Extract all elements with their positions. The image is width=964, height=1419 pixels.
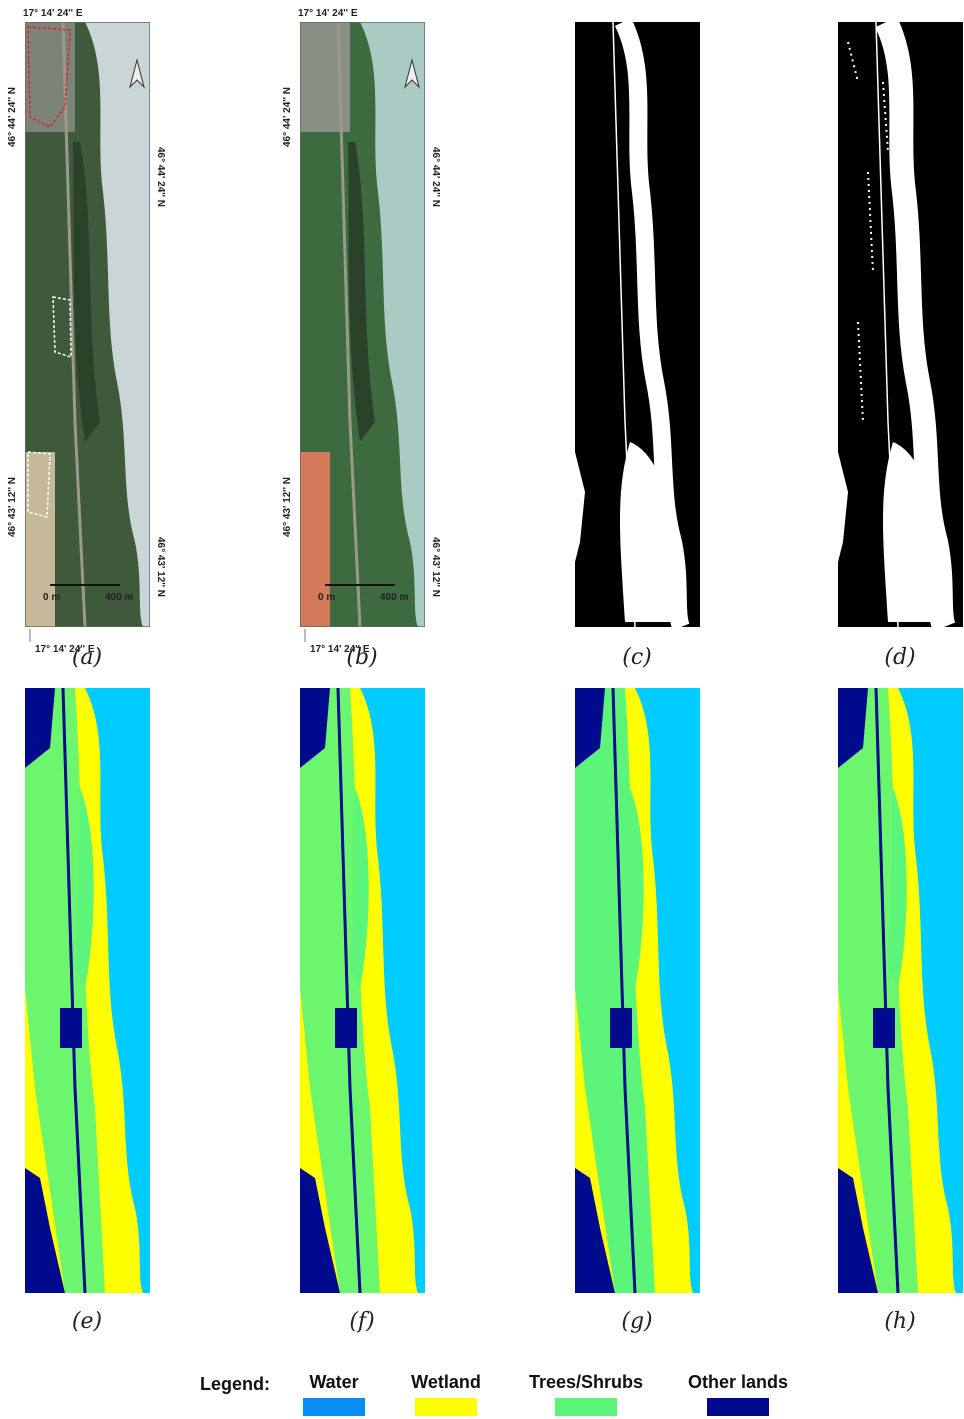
legend-label: Water — [309, 1372, 358, 1392]
map-image — [300, 688, 425, 1293]
scale-label: 400 m — [105, 592, 133, 603]
legend-label: Wetland — [411, 1372, 481, 1392]
map-panel — [575, 22, 700, 627]
class-other-patch — [60, 1008, 82, 1048]
map-image — [838, 688, 963, 1293]
map-panel — [25, 688, 150, 1293]
figure: (a)17° 14' 24'' E17° 14' 24'' E46° 44' 2… — [0, 0, 964, 1419]
coord-label: 17° 14' 24'' E — [35, 644, 95, 655]
scale-label: 400 m — [380, 592, 408, 603]
legend-swatch — [707, 1398, 769, 1416]
coord-label: 46° 43' 12'' N — [155, 537, 166, 597]
coord-label: 17° 14' 24'' E — [310, 644, 370, 655]
map-panel — [838, 22, 963, 627]
caption: (f) — [349, 1309, 374, 1334]
class-other-patch — [335, 1008, 357, 1048]
settlement — [25, 22, 75, 132]
map-panel — [300, 688, 425, 1293]
map-image — [838, 22, 963, 627]
map-image — [575, 22, 700, 627]
map-panel — [838, 688, 963, 1293]
legend-label: Other lands — [688, 1372, 788, 1392]
class-other-patch — [610, 1008, 632, 1048]
map-panel — [25, 22, 150, 627]
legend-label: Trees/Shrubs — [529, 1372, 643, 1392]
legend-swatch — [303, 1398, 365, 1416]
coord-label: 46° 44' 24'' N — [155, 147, 166, 207]
coord-label: 17° 14' 24'' E — [23, 8, 83, 19]
coord-label: 46° 43' 12'' N — [7, 477, 18, 537]
caption: (e) — [72, 1309, 102, 1334]
scale-label: 0 m — [43, 592, 60, 603]
caption: (h) — [884, 1309, 915, 1334]
coord-label: 46° 44' 24'' N — [430, 147, 441, 207]
map-panel — [575, 688, 700, 1293]
coord-label: 17° 14' 24'' E — [298, 8, 358, 19]
coord-label: 46° 44' 24'' N — [282, 87, 293, 147]
legend-swatch — [555, 1398, 617, 1416]
map-image — [300, 22, 425, 627]
caption: (d) — [884, 645, 915, 670]
caption: (c) — [622, 645, 652, 670]
coord-label: 46° 43' 12'' N — [282, 477, 293, 537]
caption: (g) — [621, 1309, 652, 1334]
coord-label: 46° 44' 24'' N — [7, 87, 18, 147]
legend-title: Legend: — [200, 1374, 270, 1394]
map-image — [575, 688, 700, 1293]
coord-label: 46° 43' 12'' N — [430, 537, 441, 597]
map-image — [25, 688, 150, 1293]
settlement — [300, 22, 350, 132]
map-image — [25, 22, 150, 627]
legend-swatch — [415, 1398, 477, 1416]
scale-label: 0 m — [318, 592, 335, 603]
map-panel — [300, 22, 425, 627]
class-other-patch — [873, 1008, 895, 1048]
